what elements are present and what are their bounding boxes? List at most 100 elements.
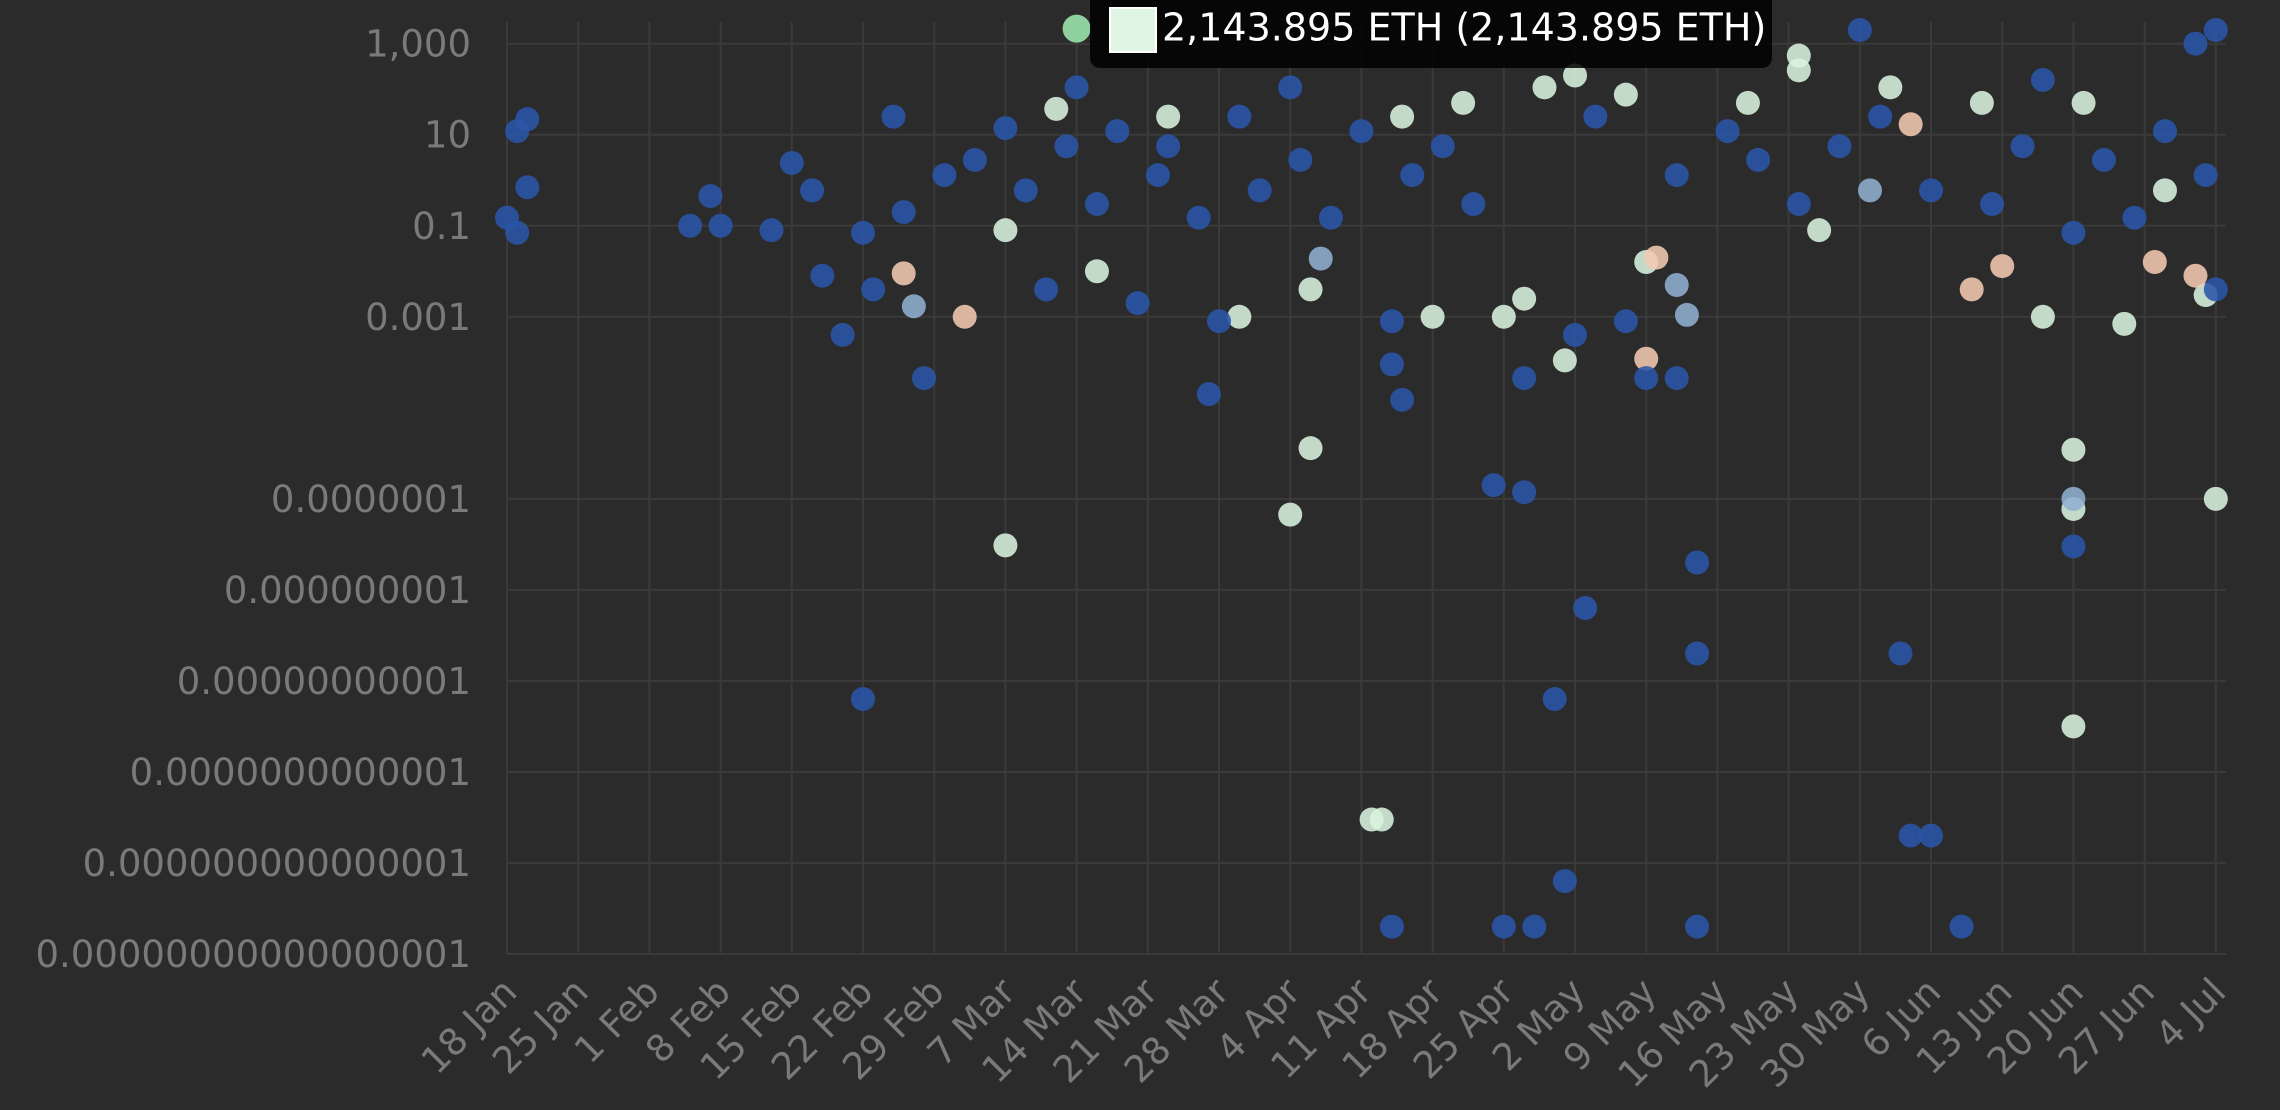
point <box>1563 63 1588 88</box>
point <box>678 213 703 238</box>
point <box>505 220 530 245</box>
point <box>1298 436 1323 461</box>
point <box>1186 205 1211 230</box>
point <box>1522 914 1547 939</box>
point <box>1349 119 1374 144</box>
point <box>861 277 886 302</box>
point <box>1919 823 1944 848</box>
point <box>1430 134 1455 159</box>
point <box>1563 322 1588 347</box>
tooltip-box <box>1090 0 1772 68</box>
y-tick-label: 0.0000000000001 <box>130 751 471 794</box>
point <box>1735 90 1760 115</box>
point <box>1145 163 1170 188</box>
point <box>1919 178 1944 203</box>
point <box>1379 914 1404 939</box>
point <box>2061 220 2086 245</box>
point <box>2122 205 2147 230</box>
point <box>1969 90 1994 115</box>
point <box>2203 18 2228 43</box>
highlighted-point <box>1062 14 1091 43</box>
point <box>1898 112 1923 137</box>
point <box>1634 346 1659 371</box>
point <box>1583 104 1608 129</box>
point <box>952 304 977 329</box>
point <box>2061 714 2086 739</box>
point <box>1613 309 1638 334</box>
point <box>515 107 540 132</box>
point <box>851 687 876 712</box>
point <box>1044 96 1069 121</box>
point <box>1715 119 1740 144</box>
point <box>891 261 916 286</box>
point <box>2061 534 2086 559</box>
point <box>1105 119 1130 144</box>
point <box>1054 134 1079 159</box>
point <box>2010 134 2035 159</box>
point <box>1868 104 1893 129</box>
point <box>1674 302 1699 327</box>
y-tick-label: 0.000000000000001 <box>83 842 471 885</box>
y-tick-label: 0.00000000000000001 <box>36 933 472 976</box>
point <box>1308 246 1333 271</box>
point <box>2142 249 2167 274</box>
point <box>1400 163 1425 188</box>
point <box>698 184 723 209</box>
point <box>1379 352 1404 377</box>
point <box>962 147 987 172</box>
point <box>1156 134 1181 159</box>
tooltip: 2,143.895 ETH (2,143.895 ETH) <box>1090 0 1772 68</box>
point <box>1990 254 2015 279</box>
point <box>1318 205 1343 230</box>
y-tick-label: 0.001 <box>365 296 471 339</box>
point <box>1034 277 1059 302</box>
point <box>1512 286 1537 311</box>
point <box>2203 277 2228 302</box>
point <box>1857 178 1882 203</box>
point <box>1807 218 1832 243</box>
point <box>901 294 926 319</box>
point <box>1227 104 1252 129</box>
grid <box>506 22 2226 955</box>
point <box>1664 272 1689 297</box>
point <box>1461 192 1486 217</box>
point <box>1959 277 1984 302</box>
point <box>1084 259 1109 284</box>
point <box>2030 304 2055 329</box>
point <box>1227 304 1252 329</box>
point <box>1278 75 1303 100</box>
point <box>1685 914 1710 939</box>
point <box>2152 178 2177 203</box>
point <box>993 218 1018 243</box>
point <box>912 366 937 391</box>
point <box>1827 134 1852 159</box>
point <box>1196 382 1221 407</box>
point <box>2203 486 2228 511</box>
point <box>2061 437 2086 462</box>
point <box>2183 31 2208 56</box>
point <box>1664 366 1689 391</box>
point <box>1980 192 2005 217</box>
point <box>851 220 876 245</box>
point <box>1247 178 1272 203</box>
y-tick-label: 0.000000001 <box>224 569 471 612</box>
point <box>1746 147 1771 172</box>
point <box>1288 147 1313 172</box>
point <box>1552 869 1577 894</box>
point <box>2030 67 2055 92</box>
point <box>1644 245 1669 270</box>
point <box>1512 480 1537 505</box>
point <box>1888 641 1913 666</box>
point <box>891 200 916 225</box>
point <box>993 533 1018 558</box>
point <box>1512 366 1537 391</box>
point <box>1685 641 1710 666</box>
point <box>1532 75 1557 100</box>
y-tick-label: 10 <box>424 114 471 157</box>
point <box>1481 473 1506 498</box>
point <box>1786 43 1811 68</box>
point <box>1634 366 1659 391</box>
point <box>1278 502 1303 527</box>
